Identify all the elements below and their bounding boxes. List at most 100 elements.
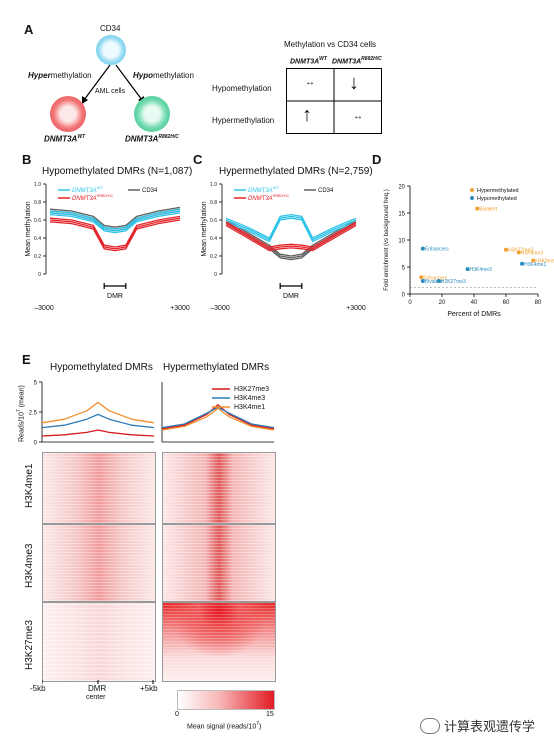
panel-d-point (516, 250, 521, 255)
wechat-icon (420, 718, 440, 734)
panel-d-point (504, 247, 508, 252)
panel-d-ytick-label: 5 (402, 266, 406, 272)
panel-c-series-cd34 (225, 219, 357, 257)
panel-c-legend-mut: DNMT3AR882H/C (248, 193, 289, 202)
table-col-mutant: DNMT3AR882H/C (332, 56, 382, 66)
panel-d-point-label: Enhancers (423, 275, 447, 281)
panel-b-series-dnmt3a-r882h-c (49, 217, 181, 250)
profile-hypo-h3k4me1 (41, 401, 155, 424)
panel-c-chart: 1.0 0.8 0.6 0.4 0.2 0 Mean methylation DMR –3000… (201, 182, 366, 312)
legend-h3k4me1: H3K4me1 (234, 404, 266, 411)
panel-b-label: B (22, 152, 32, 167)
panel-c-label: C (193, 152, 203, 167)
panel-d-point (531, 258, 536, 263)
row-label-h3k4me1: H3K4me1 (24, 463, 35, 508)
panel-c-series-cd34 (225, 221, 357, 259)
panel-c-ytick-label: 0.4 (210, 236, 217, 242)
aml-cells-label: AML cells (95, 88, 126, 95)
profile-hypo-h3k4me3 (41, 413, 155, 429)
colorbar-max: 15 (266, 711, 274, 718)
panel-d-point-label: H3K4me1 (524, 262, 546, 268)
wt-genotype-label: DNMT3AWT (44, 134, 86, 144)
watermark-text: 计算表观遗传学 (444, 720, 536, 735)
panel-c-ytick-label: 0.2 (210, 254, 217, 260)
panel-e-legend: H3K27me3 H3K4me3 H3K4me1 (234, 385, 269, 412)
panel-c-ylabel: Mean methylation (201, 201, 208, 256)
panel-c-legend-wt: DNMT3AWT (248, 185, 279, 194)
panel-d-point-label: Enhancers (425, 247, 449, 253)
panel-b-series-dnmt3a-r882h-c (49, 215, 181, 248)
panel-d-ytick-label: 20 (398, 185, 405, 191)
panel-d-chart: 0 5 10 15 20 0 20 40 60 80 Percent of DMRs Fold enr… (384, 185, 554, 319)
panel-d-point (520, 261, 524, 266)
panel-c-x-left-label: –3000 (210, 305, 230, 312)
heatmap-hyper-h3k27me3 (162, 602, 276, 682)
profile-ytick-label: 5 (34, 381, 38, 387)
methylation-table-grid (286, 68, 382, 134)
heatmap-hyper-h3k4me1 (162, 452, 276, 524)
panel-b-series-dnmt3a-wt (49, 210, 181, 232)
panel-c-series-dnmt3a-wt (225, 213, 357, 239)
panel-d-point-label: H3K27me3 (508, 248, 533, 254)
panel-b-series-dnmt3a-wt (49, 208, 181, 230)
table-row-hypomethylation: Hypomethylation (212, 84, 272, 93)
profile-hyper-h3k27me3 (161, 404, 275, 430)
panel-d-point-label: Bivalent (479, 207, 497, 213)
panel-e-legend-swatches (212, 388, 230, 408)
panel-c-legend-cd34: CD34 (318, 188, 334, 194)
panel-b-series-cd34 (49, 206, 181, 228)
panel-d-point (420, 279, 425, 284)
panel-d-xtick-label: 80 (535, 300, 542, 306)
panel-b-series-dnmt3a-wt (49, 212, 181, 234)
panel-b-chart: 1.0 0.8 0.6 0.4 0.2 0 Mean methylation DMR –3000… (25, 182, 190, 312)
wt-aml-cell-icon (50, 96, 86, 132)
methylation-table-title: Methylation vs CD34 cells (284, 40, 377, 49)
panel-c-x-right-label: +3000 (346, 305, 366, 312)
panel-b-legend-cd34: CD34 (142, 188, 158, 194)
panel-c-series-dnmt3a-r882h-c (225, 224, 357, 252)
panel-c-ytick-label: 0 (214, 272, 217, 278)
hypomethylation-label: Hypomethylation (133, 71, 194, 80)
heatmap-x-left: -5kb (30, 684, 46, 693)
profile-hypo-h3k27me3 (41, 429, 155, 437)
panel-b-x-mid-label: DMR (107, 293, 123, 300)
panel-d-ylabel: Fold enrichment (vs background freq.) (384, 189, 390, 290)
legend-h3k4me3: H3K4me3 (234, 395, 266, 402)
panel-e-label: E (22, 352, 31, 367)
panel-d-legend-swatch (470, 188, 474, 192)
panel-a-label: A (24, 22, 34, 37)
profile-ylabel: Reads/107 (mean) (16, 385, 26, 442)
panel-d-xlabel: Percent of DMRs (447, 311, 501, 318)
panel-c-ytick-label: 0.8 (210, 200, 217, 206)
profile-ytick-label: 2.5 (29, 411, 38, 417)
mutant-aml-cell-icon (134, 96, 170, 132)
panel-d-ytick-label: 0 (402, 293, 406, 299)
panel-c-ytick-label: 1.0 (210, 182, 217, 188)
heatmap-colorbar (177, 690, 275, 710)
panel-b-ytick-label: 0.8 (34, 200, 41, 206)
panel-d-xtick-label: 20 (439, 300, 446, 306)
panel-b-x-left-label: –3000 (34, 305, 54, 312)
panel-b-legend-wt: DNMT3AWT (72, 185, 103, 194)
mutant-genotype-label: DNMT3AR882H/C (125, 134, 179, 144)
heatmap-x-right: +5kb (140, 684, 158, 693)
panel-c-series-dnmt3a-wt (225, 215, 357, 241)
heatmap-hypo-h3k4me1 (42, 452, 156, 524)
panel-d-point-label: H3K4me3 (470, 267, 492, 273)
heatmap-hypo-h3k4me3 (42, 524, 156, 602)
profile-ytick-label: 0 (34, 441, 38, 447)
table-row-hypermethylation: Hypermethylation (212, 116, 275, 125)
panel-d-xtick-label: 40 (471, 300, 478, 306)
panel-d-legend-hypomethylated: Hypomethylated (477, 196, 517, 202)
panel-b-ylabel: Mean methylation (25, 201, 32, 256)
cd34-cell-icon (96, 35, 126, 65)
panel-c-series-dnmt3a-wt (225, 217, 357, 243)
panel-b-legend-mut: DNMT3AR882H/C (72, 193, 113, 202)
heatmap-x-mid2: center (86, 694, 106, 701)
table-cell-mut-hyper: ↔ (353, 111, 363, 122)
panel-e-profile-charts: 52.50 (29, 381, 275, 447)
panel-d-point (465, 267, 470, 272)
row-label-h3k27me3: H3K27me3 (24, 619, 35, 670)
